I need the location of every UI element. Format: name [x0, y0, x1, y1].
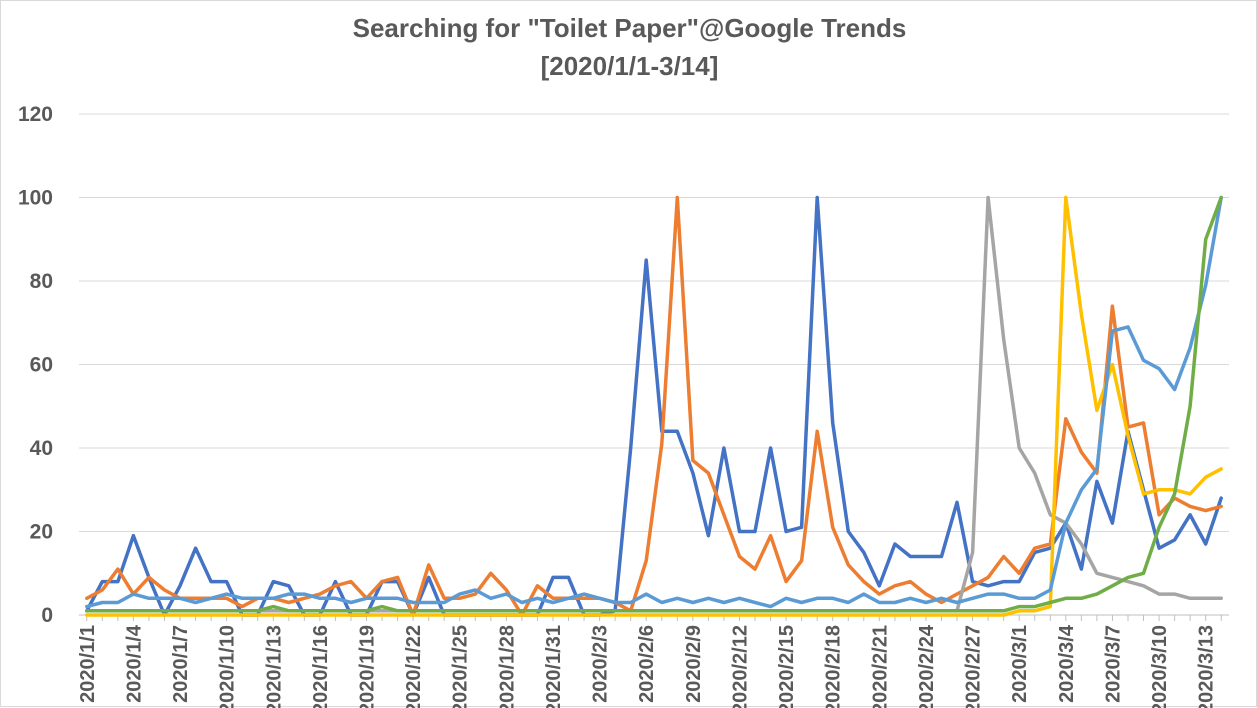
- y-tick-label: 120: [18, 103, 53, 126]
- chart-title: Searching for "Toilet Paper"@Google Tren…: [352, 13, 907, 43]
- x-tick-label: 2020/2/6: [636, 625, 658, 703]
- series-line-4: [85, 195, 1223, 617]
- x-tick-label: 2020/1/16: [310, 625, 332, 708]
- chart-subtitle: [2020/1/1-3/14]: [540, 51, 719, 81]
- y-axis: 0 20 40 60 80 100 120: [18, 103, 53, 627]
- x-tick-label: 2020/1/25: [450, 625, 472, 708]
- series-line-6: [85, 195, 1223, 613]
- x-tick-label: 2020/2/24: [916, 624, 938, 708]
- y-tick-label: 100: [18, 187, 53, 210]
- series-line-1: [85, 195, 1223, 617]
- x-tick-label: 2020/3/10: [1149, 625, 1171, 708]
- x-tick-label: 2020/2/3: [590, 625, 612, 703]
- x-tick-label: 2020/1/1: [77, 625, 99, 703]
- x-tick-label: 2020/2/27: [963, 625, 985, 708]
- x-tick-label: 2020/2/15: [776, 625, 798, 708]
- y-tick-label: 40: [30, 437, 53, 460]
- y-tick-label: 20: [30, 521, 53, 544]
- x-tick-label: 2020/1/7: [170, 625, 192, 703]
- x-tick-label: 2020/3/13: [1196, 625, 1218, 708]
- x-axis: 2020/1/1 2020/1/4 2020/1/7 2020/1/10 2020/1/…: [77, 615, 1222, 708]
- series-lines: [85, 195, 1223, 617]
- x-tick-label: 2020/3/7: [1102, 625, 1124, 703]
- x-tick-label: 2020/2/18: [823, 625, 845, 708]
- y-tick-label: 60: [30, 354, 53, 377]
- x-tick-label: 2020/3/1: [1009, 625, 1031, 703]
- x-tick-label: 2020/1/4: [123, 624, 145, 703]
- x-tick-label: 2020/2/21: [869, 625, 891, 708]
- x-tick-label: 2020/2/9: [683, 625, 705, 703]
- x-tick-label: 2020/1/22: [403, 625, 425, 708]
- y-tick-label: 80: [30, 270, 53, 293]
- x-tick-label: 2020/2/12: [729, 625, 751, 708]
- x-tick-label: 2020/1/28: [496, 625, 518, 708]
- x-tick-label: 2020/3/4: [1056, 624, 1078, 703]
- x-tick-label: 2020/1/13: [263, 625, 285, 708]
- x-tick-label: 2020/1/31: [543, 625, 565, 708]
- series-line-5: [85, 195, 1223, 609]
- x-tick-label: 2020/1/10: [217, 625, 239, 708]
- x-tick-label: 2020/1/19: [357, 625, 379, 708]
- y-tick-label: 0: [41, 604, 53, 627]
